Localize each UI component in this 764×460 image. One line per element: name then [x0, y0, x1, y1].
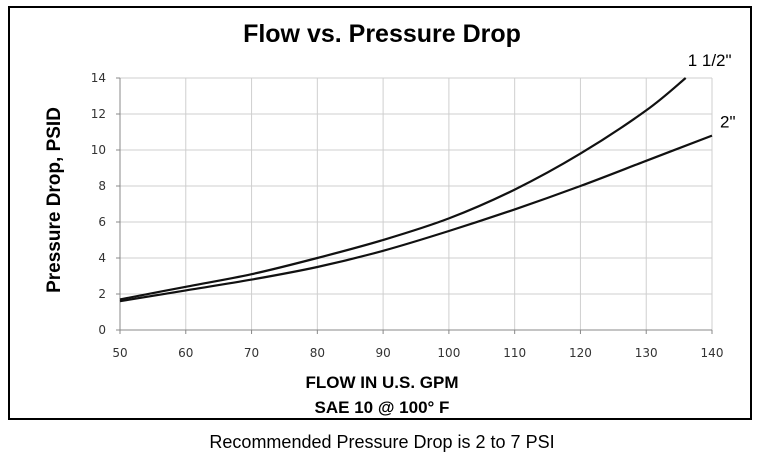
- x-tick-label: 90: [375, 346, 390, 360]
- y-tick-label: 4: [98, 251, 106, 265]
- x-tick-label: 130: [635, 346, 658, 360]
- y-tick-label: 14: [91, 71, 106, 85]
- series-line: [119, 134, 713, 303]
- x-axis-sublabel: SAE 10 @ 100° F: [314, 398, 450, 417]
- y-tick-label: 2: [98, 287, 106, 301]
- x-tick-label: 120: [569, 346, 592, 360]
- y-tick-label: 12: [91, 107, 106, 121]
- series-line: [119, 77, 687, 301]
- chart-frame: [8, 6, 752, 420]
- y-tick-label: 8: [98, 179, 106, 193]
- x-tick-label: 70: [244, 346, 259, 360]
- series-label: 2": [720, 113, 736, 132]
- chart-title: Flow vs. Pressure Drop: [243, 20, 521, 48]
- x-tick-label: 140: [701, 346, 724, 360]
- x-axis-label: FLOW IN U.S. GPM: [305, 373, 459, 392]
- x-tick-label: 60: [178, 346, 193, 360]
- y-tick-label: 6: [98, 215, 106, 229]
- x-tick-label: 110: [503, 346, 526, 360]
- x-tick-label: 80: [310, 346, 325, 360]
- x-tick-label: 100: [437, 346, 460, 360]
- series-label: 1 1/2": [688, 51, 732, 70]
- y-tick-label: 10: [91, 143, 106, 157]
- x-tick-label: 50: [112, 346, 127, 360]
- y-tick-label: 0: [98, 323, 106, 337]
- chart-caption: Recommended Pressure Drop is 2 to 7 PSI: [209, 432, 555, 452]
